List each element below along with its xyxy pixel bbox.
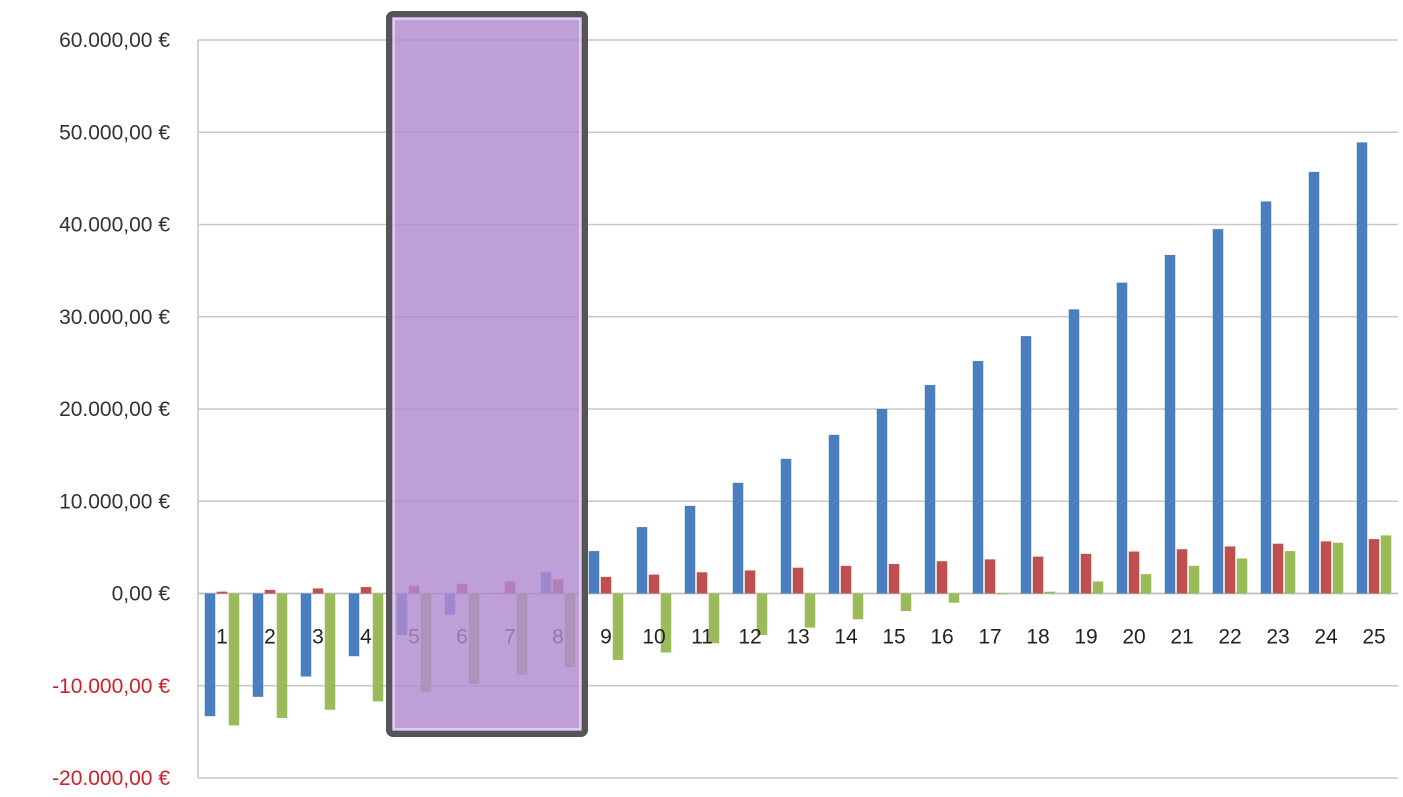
x-tick-label: 4 — [360, 626, 372, 649]
bar-series-2-cat-16 — [936, 561, 948, 594]
bar-series-1-cat-4 — [348, 593, 360, 657]
bar-series-1-cat-13 — [780, 458, 792, 594]
bar-series-1-cat-12 — [732, 482, 744, 594]
bar-series-1-cat-14 — [828, 434, 840, 594]
bar-series-1-cat-10 — [636, 527, 648, 594]
bar-series-3-cat-16 — [948, 593, 960, 603]
bar-series-3-cat-10 — [660, 593, 672, 653]
x-tick-label: 11 — [691, 626, 713, 649]
x-tick-label: 22 — [1218, 626, 1241, 649]
bar-series-2-cat-22 — [1224, 546, 1236, 594]
x-tick-label: 18 — [1026, 626, 1049, 649]
bar-series-2-cat-20 — [1128, 551, 1140, 594]
x-tick-label: 12 — [738, 626, 761, 649]
bar-series-3-cat-20 — [1140, 574, 1152, 594]
bar-series-3-cat-25 — [1380, 535, 1392, 594]
bar-series-1-cat-25 — [1356, 142, 1368, 594]
y-tick-label: -10.000,00 € — [52, 675, 170, 698]
bar-series-2-cat-18 — [1032, 556, 1044, 594]
y-tick-label: 0,00 € — [112, 583, 171, 606]
bar-series-2-cat-10 — [648, 574, 660, 594]
bar-series-3-cat-21 — [1188, 565, 1200, 594]
bar-series-2-cat-1 — [216, 591, 228, 594]
x-tick-label: 15 — [882, 626, 905, 649]
bar-series-2-cat-15 — [888, 563, 900, 594]
y-tick-label: 60.000,00 € — [59, 29, 170, 52]
bar-series-2-cat-9 — [600, 576, 612, 594]
x-tick-label: 10 — [642, 626, 665, 649]
bar-series-2-cat-3 — [312, 588, 324, 594]
bar-series-3-cat-15 — [900, 593, 912, 612]
bar-series-1-cat-3 — [300, 593, 312, 677]
bar-series-3-cat-24 — [1332, 542, 1344, 594]
bar-series-2-cat-25 — [1368, 539, 1380, 594]
x-tick-label: 16 — [930, 626, 953, 649]
bar-series-2-cat-4 — [360, 587, 372, 594]
bar-series-3-cat-2 — [276, 593, 288, 719]
x-tick-label: 19 — [1074, 626, 1097, 649]
highlight-inner-border — [393, 18, 581, 730]
x-tick-label: 25 — [1362, 626, 1385, 649]
bar-series-2-cat-17 — [984, 559, 996, 594]
bar-series-2-cat-14 — [840, 565, 852, 594]
y-tick-label: 50.000,00 € — [59, 121, 170, 144]
highlight-box — [386, 11, 588, 737]
bar-series-1-cat-17 — [972, 361, 984, 594]
y-tick-label: 40.000,00 € — [59, 214, 170, 237]
x-tick-label: 21 — [1170, 626, 1193, 649]
bar-series-3-cat-19 — [1092, 581, 1104, 594]
x-tick-label: 24 — [1314, 626, 1338, 649]
y-tick-label: 20.000,00 € — [59, 398, 170, 421]
x-tick-label: 3 — [312, 626, 324, 649]
bar-series-2-cat-13 — [792, 567, 804, 594]
x-tick-label: 20 — [1122, 626, 1145, 649]
bar-series-1-cat-2 — [252, 593, 264, 697]
bar-series-2-cat-12 — [744, 570, 756, 594]
bar-series-2-cat-21 — [1176, 549, 1188, 594]
y-tick-label: -20.000,00 € — [52, 767, 170, 790]
bar-series-1-cat-9 — [588, 551, 600, 594]
bar-series-1-cat-19 — [1068, 309, 1080, 594]
bar-series-3-cat-14 — [852, 593, 864, 620]
bar-series-3-cat-18 — [1044, 591, 1056, 594]
bar-series-1-cat-16 — [924, 385, 936, 594]
x-tick-label: 17 — [978, 626, 1001, 649]
bar-series-3-cat-4 — [372, 593, 384, 702]
y-tick-label: 10.000,00 € — [59, 490, 170, 513]
bar-series-1-cat-15 — [876, 409, 888, 594]
y-tick-label: 30.000,00 € — [59, 306, 170, 329]
x-tick-label: 13 — [786, 626, 809, 649]
bar-series-3-cat-17 — [996, 593, 1008, 595]
bar-series-3-cat-9 — [612, 593, 624, 660]
bar-series-2-cat-24 — [1320, 541, 1332, 594]
bar-series-1-cat-18 — [1020, 336, 1032, 594]
x-tick-label: 1 — [216, 626, 228, 649]
bar-series-2-cat-11 — [696, 572, 708, 594]
y-axis-tick-labels: 60.000,00 € 50.000,00 € 40.000,00 € 30.000,… — [52, 29, 170, 790]
bar-series-1-cat-11 — [684, 505, 696, 594]
bar-series-1-cat-1 — [204, 593, 216, 717]
bar-series-1-cat-24 — [1308, 171, 1320, 594]
x-tick-label: 2 — [264, 626, 276, 649]
x-tick-label: 9 — [600, 626, 612, 649]
bar-series-1-cat-22 — [1212, 229, 1224, 594]
bar-series-3-cat-3 — [324, 593, 336, 710]
bar-series-2-cat-23 — [1272, 543, 1284, 594]
bar-series-3-cat-13 — [804, 593, 816, 628]
bar-series-3-cat-12 — [756, 593, 768, 636]
bar-series-1-cat-20 — [1116, 282, 1128, 594]
bar-series-2-cat-19 — [1080, 553, 1092, 594]
x-tick-label: 14 — [834, 626, 858, 649]
x-tick-label: 23 — [1266, 626, 1289, 649]
bar-series-1-cat-21 — [1164, 254, 1176, 594]
bar-series-2-cat-2 — [264, 589, 276, 594]
bar-series-1-cat-23 — [1260, 201, 1272, 594]
bar-series-3-cat-22 — [1236, 558, 1248, 594]
bar-series-3-cat-23 — [1284, 551, 1296, 594]
bar-series-3-cat-1 — [228, 593, 240, 726]
highlight-region — [386, 11, 588, 737]
bar-series-3-cat-11 — [708, 593, 720, 644]
